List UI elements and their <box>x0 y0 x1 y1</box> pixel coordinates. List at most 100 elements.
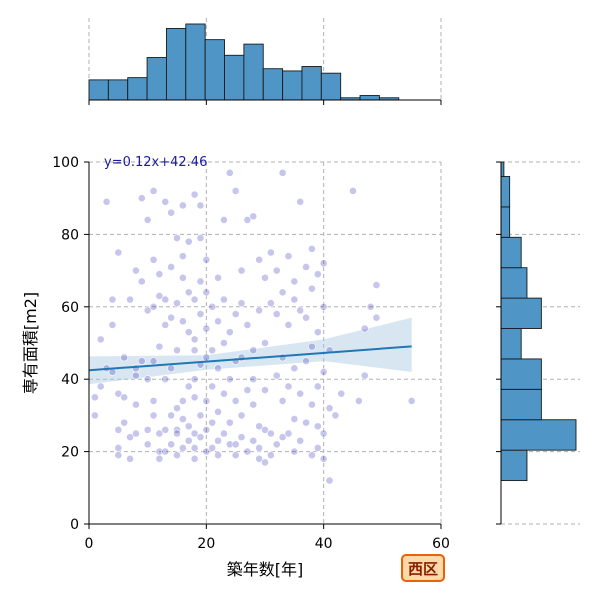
scatter-point <box>161 375 170 384</box>
scatter-point <box>325 476 334 485</box>
scatter-point <box>184 422 193 431</box>
district-badge: 西区 <box>401 554 445 582</box>
right-histogram <box>500 161 577 482</box>
top-hist-bar <box>127 77 148 101</box>
scatter-point <box>308 400 316 409</box>
right-hist-bar <box>500 419 577 451</box>
scatter-point <box>196 411 205 420</box>
x-axis-label: 築年数[年] <box>227 560 304 579</box>
y-tick-label: 80 <box>61 227 79 243</box>
scatter-point <box>108 320 117 329</box>
scatter-point <box>155 454 164 463</box>
scatter-point <box>225 440 234 449</box>
scatter-point <box>290 364 299 373</box>
confidence-band <box>89 317 412 385</box>
scatter-point <box>225 328 234 337</box>
regression-equation: y=0.12x+42.46 <box>104 155 207 170</box>
scatter-point <box>261 386 269 394</box>
badge-label: 西区 <box>408 560 438 578</box>
scatter-point <box>202 353 211 362</box>
scatter-points <box>90 168 416 485</box>
scatter-point <box>272 440 281 449</box>
scatter-point <box>313 382 322 391</box>
scatter-point <box>319 368 328 376</box>
scatter-point <box>196 201 205 210</box>
scatter-point <box>149 187 158 195</box>
scatter-point <box>331 411 340 420</box>
scatter-point <box>190 346 199 355</box>
scatter-point <box>243 320 252 329</box>
scatter-point <box>167 313 176 322</box>
scatter-point <box>178 201 187 210</box>
scatter-point <box>190 190 199 199</box>
scatter-point <box>237 411 246 420</box>
scatter-point <box>114 425 123 434</box>
scatter-point <box>102 197 111 206</box>
scatter-point <box>120 418 129 427</box>
scatter-point <box>190 393 199 402</box>
scatter-point <box>255 454 264 463</box>
right-hist-bar <box>500 388 542 421</box>
scatter-point <box>184 382 193 391</box>
scatter-point <box>296 197 305 206</box>
scatter-point <box>178 273 187 282</box>
scatter-point <box>214 317 222 326</box>
scatter-point <box>261 273 269 282</box>
scatter-point <box>126 433 134 442</box>
badge-background <box>401 554 445 582</box>
scatter-point <box>173 451 181 460</box>
x-tick-label: 0 <box>85 536 94 552</box>
scatter-point <box>196 234 205 242</box>
scatter-point <box>178 397 187 405</box>
axes-layer: 0 20 40 60 0 20 40 60 80 100 <box>52 99 502 552</box>
scatter-point <box>149 255 158 264</box>
scatter-point <box>126 295 134 304</box>
top-hist-bar <box>262 68 284 101</box>
scatter-point <box>161 425 170 434</box>
scatter-point <box>137 194 146 203</box>
right-hist-bar <box>500 236 522 269</box>
scatter-point <box>90 411 99 420</box>
scatter-point <box>173 404 181 413</box>
y-tick-label: 100 <box>52 155 79 171</box>
scatter-point <box>132 400 140 409</box>
scatter-point <box>184 288 193 297</box>
scatter-point <box>255 444 264 452</box>
scatter-point <box>178 444 187 452</box>
scatter-point <box>120 353 129 362</box>
scatter-point <box>208 346 217 355</box>
scatter-point <box>155 270 164 279</box>
scatter-point <box>220 339 228 347</box>
scatter-point <box>302 357 310 365</box>
x-tick-label: 20 <box>197 536 215 552</box>
scatter-point <box>173 429 181 438</box>
scatter-point <box>266 451 275 460</box>
scatter-point <box>313 270 322 279</box>
scatter-point <box>225 168 234 177</box>
scatter-point <box>360 324 369 333</box>
scatter-point <box>202 324 211 333</box>
scatter-point <box>360 371 369 380</box>
scatter-point <box>278 397 287 405</box>
scatter-point <box>202 397 211 405</box>
scatter-point <box>225 418 234 427</box>
scatter-point <box>220 295 228 304</box>
scatter-point <box>184 237 193 246</box>
right-hist-bar <box>500 358 542 390</box>
scatter-point <box>296 436 305 445</box>
scatter-point <box>149 397 158 405</box>
scatter-point <box>196 433 205 442</box>
scatter-point <box>173 346 181 355</box>
regression-layer <box>89 345 412 372</box>
scatter-point <box>190 429 199 438</box>
main-gridlines <box>88 161 442 525</box>
top-hist-bar <box>107 79 129 101</box>
scatter-point <box>308 451 316 460</box>
scatter-point <box>255 306 264 315</box>
scatter-point <box>178 317 187 326</box>
scatter-point <box>231 451 240 460</box>
top-hist-bar <box>320 72 342 101</box>
scatter-point <box>266 429 275 438</box>
scatter-point <box>272 371 281 380</box>
